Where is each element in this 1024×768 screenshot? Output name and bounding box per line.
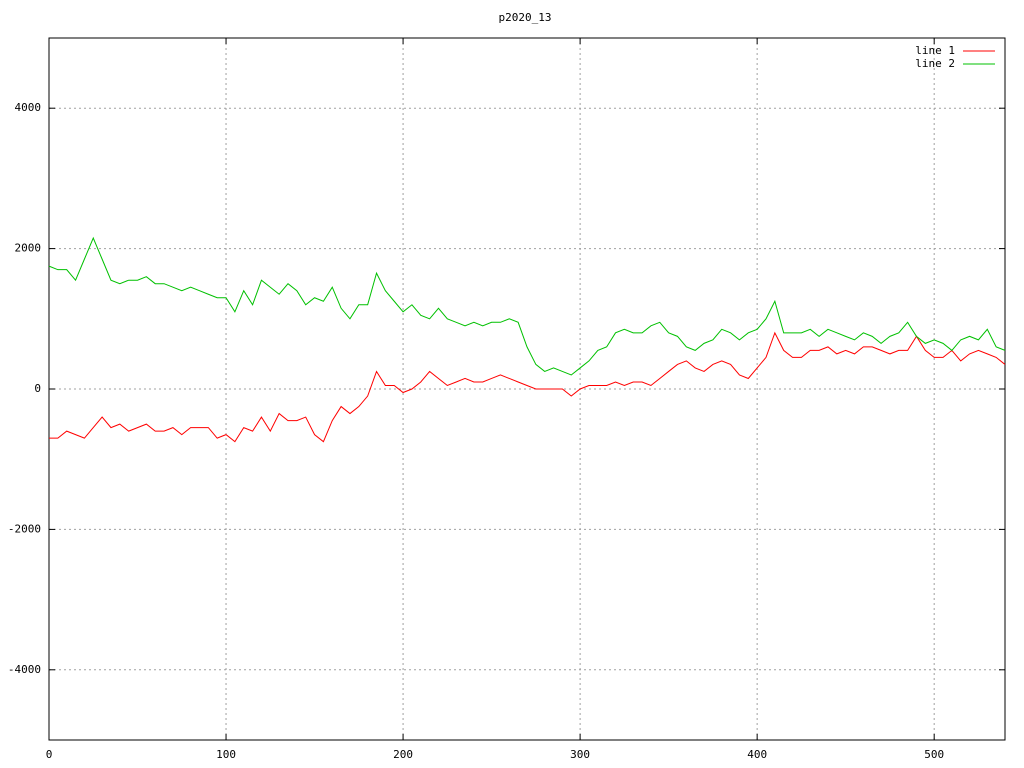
x-tick-label: 200 [393, 748, 413, 761]
plot-frame [48, 37, 1006, 741]
y-tick-label: -4000 [8, 663, 41, 676]
chart-title: p2020_13 [499, 11, 552, 24]
data-line [48, 236, 1006, 376]
y-tick-label: -2000 [8, 522, 41, 535]
x-tick-label: 500 [924, 748, 944, 761]
y-tick-label: 0 [34, 382, 41, 395]
x-tick-label: 400 [747, 748, 767, 761]
y-tick-label: 2000 [15, 242, 42, 255]
x-tick-label: 100 [216, 748, 236, 761]
legend-label: line 2 [915, 57, 955, 70]
y-tick-label: 4000 [15, 101, 42, 114]
legend-label: line 1 [915, 44, 955, 57]
data-line [49, 331, 1006, 443]
x-tick-label: 0 [46, 748, 53, 761]
x-tick-label: 300 [570, 748, 590, 761]
